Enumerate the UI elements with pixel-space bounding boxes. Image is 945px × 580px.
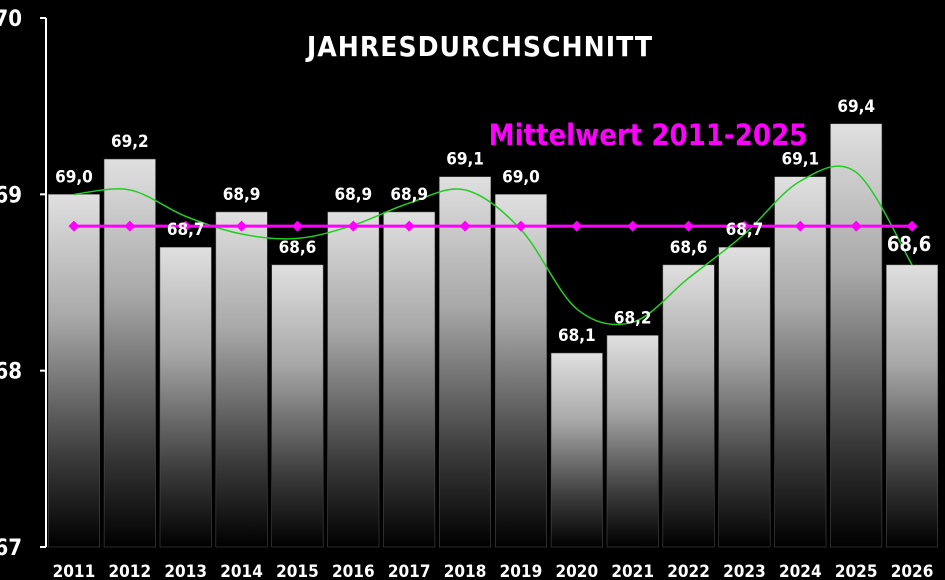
x-tick-2019: 2019: [500, 562, 543, 580]
bars-group: [47, 123, 939, 548]
data-label-2024: 69,1: [781, 150, 819, 170]
x-tick-2021: 2021: [611, 562, 654, 580]
x-tick-2016: 2016: [332, 562, 375, 580]
data-label-2019: 69,0: [502, 167, 540, 187]
bar-2017: [383, 211, 436, 548]
mean-line-group: [68, 220, 918, 232]
x-tick-2018: 2018: [444, 562, 487, 580]
mean-marker-2017: [403, 220, 415, 232]
x-tick-2012: 2012: [109, 562, 152, 580]
mean-marker-2026: [906, 220, 918, 232]
mean-marker-2024: [794, 220, 806, 232]
x-tick-2020: 2020: [556, 562, 599, 580]
mean-marker-2018: [459, 220, 471, 232]
y-tick-67: 67: [0, 536, 22, 561]
mean-marker-2020: [571, 220, 583, 232]
x-tick-2014: 2014: [220, 562, 263, 580]
mean-marker-2021: [627, 220, 639, 232]
bar-2025: [830, 123, 883, 548]
data-label-2026: 68,6: [887, 232, 931, 256]
bar-2021: [606, 335, 659, 548]
data-label-2021: 68,2: [614, 308, 652, 328]
y-tick-70: 70: [0, 7, 22, 32]
y-tick-labels: 67 68 69 70: [0, 7, 46, 561]
bar-2023: [718, 246, 771, 548]
mean-marker-2022: [683, 220, 695, 232]
data-label-2022: 68,6: [670, 238, 708, 258]
data-label-2025: 69,4: [837, 97, 875, 117]
mean-marker-2012: [124, 220, 136, 232]
mean-marker-2016: [347, 220, 359, 232]
mean-marker-2025: [850, 220, 862, 232]
data-labels: 69,0 69,2 68,7 68,9 68,6 68,9 68,9 69,1 69,0 68,1…: [55, 97, 931, 346]
bar-2019: [494, 194, 547, 548]
chart-title: JAHRESDURCHSCHNITT: [305, 30, 653, 63]
x-tick-2022: 2022: [667, 562, 710, 580]
bar-2016: [327, 211, 380, 548]
bar-2015: [271, 264, 324, 548]
bar-2022: [662, 264, 715, 548]
data-label-2013: 68,7: [167, 220, 205, 240]
mean-line-label: Mittelwert 2011-2025: [489, 118, 808, 152]
x-tick-2023: 2023: [723, 562, 766, 580]
data-label-2011: 69,0: [55, 167, 93, 187]
data-label-2015: 68,6: [279, 238, 317, 258]
x-tick-labels: 2011 2012 2013 2014 2015 2016 2017 2018 2019 2020…: [53, 562, 934, 580]
x-tick-2026: 2026: [891, 562, 934, 580]
bar-2020: [550, 352, 603, 548]
data-label-2023: 68,7: [726, 220, 764, 240]
bar-2018: [439, 176, 492, 548]
y-tick-68: 68: [0, 360, 22, 385]
mean-marker-2019: [515, 220, 527, 232]
x-tick-2013: 2013: [164, 562, 207, 580]
x-tick-2025: 2025: [835, 562, 878, 580]
bar-2026: [886, 264, 939, 548]
x-tick-2011: 2011: [53, 562, 96, 580]
data-label-2012: 69,2: [111, 132, 149, 152]
bar-2011: [47, 194, 100, 548]
x-tick-2015: 2015: [276, 562, 319, 580]
x-tick-2017: 2017: [388, 562, 431, 580]
data-label-2014: 68,9: [223, 185, 261, 205]
mean-marker-2023: [738, 220, 750, 232]
data-label-2020: 68,1: [558, 326, 596, 346]
bar-2024: [774, 176, 827, 548]
bar-2012: [103, 158, 156, 548]
bar-2014: [215, 211, 268, 548]
data-label-2018: 69,1: [446, 150, 484, 170]
y-tick-69: 69: [0, 183, 22, 208]
x-tick-2024: 2024: [779, 562, 822, 580]
mean-marker-2014: [236, 220, 248, 232]
mean-marker-2015: [291, 220, 303, 232]
bar-2013: [159, 246, 212, 548]
data-label-2017: 68,9: [390, 185, 428, 205]
mean-marker-2013: [180, 220, 192, 232]
mean-marker-2011: [68, 220, 80, 232]
data-label-2016: 68,9: [334, 185, 372, 205]
